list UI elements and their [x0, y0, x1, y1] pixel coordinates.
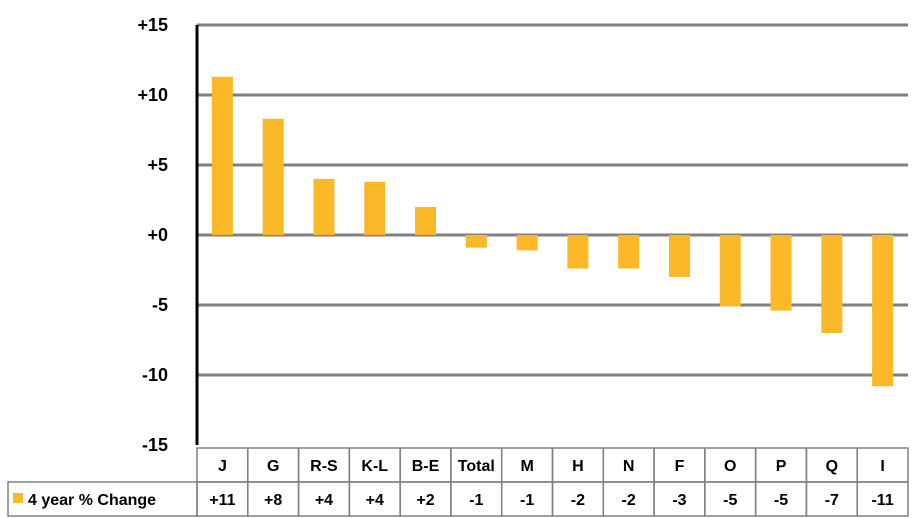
- bar: [821, 235, 843, 333]
- bar: [770, 235, 792, 311]
- bar: [567, 235, 589, 269]
- y-tick-label: +0: [147, 225, 168, 245]
- table-value: -5: [774, 492, 788, 509]
- category-label: G: [267, 458, 279, 475]
- legend-swatch: [13, 493, 23, 503]
- table-value: -7: [825, 492, 839, 509]
- table-value: -1: [520, 492, 534, 509]
- category-label: Q: [826, 458, 838, 475]
- category-label: N: [623, 458, 635, 475]
- table-value: +8: [264, 492, 282, 509]
- table-value: -1: [469, 492, 483, 509]
- category-label: O: [724, 458, 736, 475]
- category-label: I: [880, 458, 884, 475]
- table-value: -3: [672, 492, 686, 509]
- table-value: -11: [871, 492, 893, 509]
- category-label: R-S: [310, 458, 338, 475]
- category-label: F: [675, 458, 685, 475]
- table-value: +2: [416, 492, 434, 509]
- category-label: K-L: [361, 458, 388, 475]
- y-tick-label: -10: [142, 365, 168, 385]
- table-value: -5: [723, 492, 737, 509]
- y-tick-label: +15: [137, 15, 168, 35]
- legend-label: 4 year % Change: [28, 492, 156, 509]
- y-tick-label: +10: [137, 85, 168, 105]
- y-tick-label: +5: [147, 155, 168, 175]
- category-label: M: [520, 458, 533, 475]
- category-label: B-E: [412, 458, 440, 475]
- bar: [364, 181, 386, 235]
- y-tick-label: -15: [142, 435, 168, 455]
- bar: [668, 235, 690, 277]
- bar: [516, 235, 538, 251]
- category-label: J: [218, 458, 227, 475]
- bar: [719, 235, 741, 307]
- category-label: P: [776, 458, 787, 475]
- bar: [262, 118, 284, 235]
- bar: [618, 235, 640, 269]
- bar: [465, 235, 487, 248]
- bar: [313, 179, 335, 235]
- y-tick-label: -5: [152, 295, 168, 315]
- table-value: +4: [366, 492, 384, 509]
- bar: [872, 235, 894, 387]
- table-value: +11: [209, 492, 235, 509]
- table-value: -2: [571, 492, 585, 509]
- bar: [211, 76, 233, 235]
- table-cell: [856, 481, 909, 517]
- table-value: +4: [315, 492, 333, 509]
- category-label: Total: [458, 458, 495, 475]
- table-value: -2: [622, 492, 636, 509]
- category-label: H: [572, 458, 584, 475]
- bar: [415, 207, 437, 235]
